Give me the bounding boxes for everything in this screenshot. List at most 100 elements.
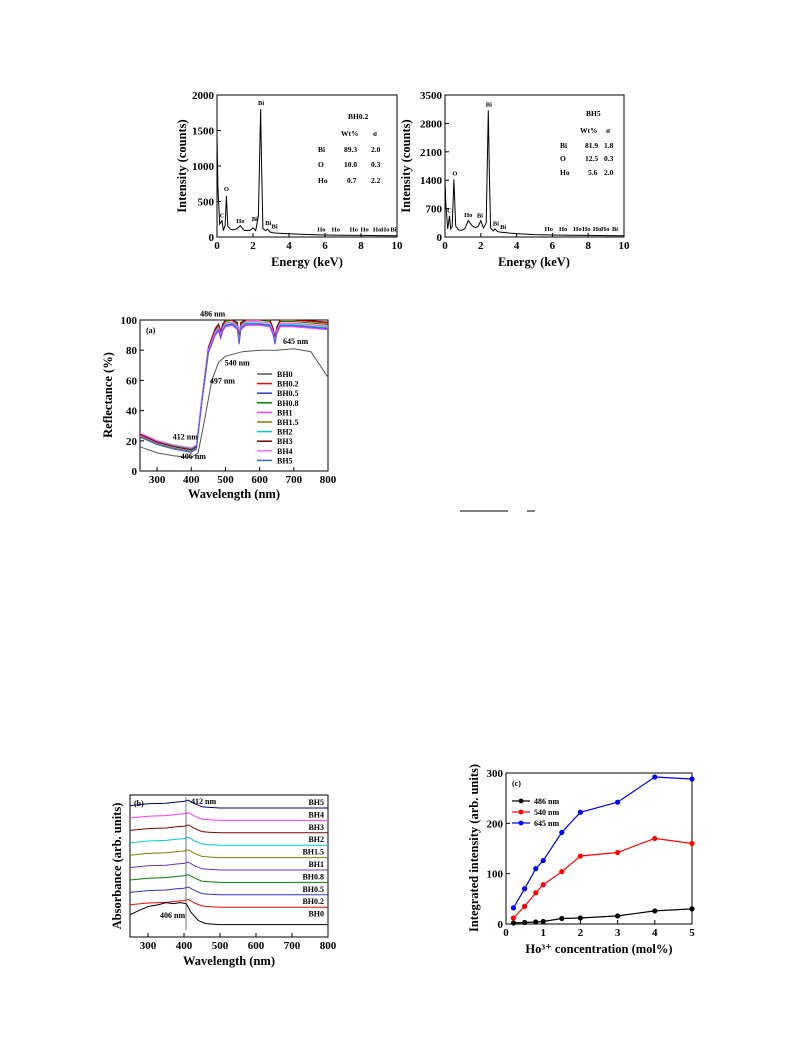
- reflectance-plot-frame: [139, 319, 329, 472]
- reflectance-series-line: [139, 323, 329, 452]
- reflectance-xtick-label: 600: [251, 474, 268, 486]
- reflectance-annotation: 412 nm: [173, 432, 198, 441]
- eds-bh5-peak-label: Ho: [464, 212, 472, 219]
- integrated-data-point: [689, 840, 695, 847]
- reflectance-legend-entry: BH0: [277, 370, 293, 379]
- eds-bh02-peak-label: Bi: [390, 226, 396, 233]
- integrated-data-point: [540, 918, 546, 925]
- integrated-xtick-label: 0: [503, 927, 509, 939]
- integrated-ytick-label: 300: [487, 768, 504, 780]
- absorbance-xtick-label: 400: [176, 940, 193, 952]
- reflectance-legend-entry: BH1.5: [277, 418, 299, 427]
- absorbance-series-label: BH1.5: [302, 848, 324, 857]
- integrated-data-point: [689, 776, 695, 782]
- eds-bh5-table-h1: Wt%: [580, 126, 598, 135]
- eds-bh5-table: BH5 Wt% σ Bi 81.9 1.8 O 12.5 0.3 Ho 5.6 …: [560, 109, 614, 177]
- reflectance-series-line: [139, 324, 329, 451]
- absorbance-series-label: BH0: [308, 910, 324, 919]
- eds-bh02-peak-label: Bi: [272, 224, 278, 231]
- absorbance-series-line: [129, 836, 328, 846]
- eds-bh5-spectrum: [444, 110, 625, 237]
- integrated-series-line: [512, 776, 693, 909]
- integrated-data-point: [510, 920, 517, 926]
- eds-bh5-table-r1c2: 0.3: [604, 154, 614, 163]
- reflectance-ytick-label: 0: [132, 466, 138, 478]
- absorbance-series-label: BH0.5: [302, 885, 324, 894]
- integrated-xtick-label: 1: [540, 927, 546, 939]
- integrated-data-point: [559, 829, 565, 835]
- reflectance-panel-label: (a): [146, 326, 156, 335]
- absorbance-ticks: [147, 933, 329, 937]
- integrated-ylabel: Integrated intensity (arb. units): [467, 764, 481, 932]
- integrated-panel-label: (c): [512, 779, 521, 788]
- absorbance-series-label: BH0.2: [302, 897, 324, 906]
- absorbance-panel-label: (b): [134, 799, 144, 808]
- reflectance-xtick-label: 400: [183, 474, 200, 486]
- eds-bh02-peak-label: Bi: [258, 100, 264, 107]
- reflectance-series-line: [139, 320, 329, 449]
- integrated-series-line: [512, 837, 693, 919]
- eds-bh5-ytick-label: 2800: [420, 118, 443, 130]
- reflectance-legend-entry: BH3: [277, 437, 293, 446]
- absorbance-labels: BH5 BH4 BH3 BH2 BH1.5 BH1 BH0.8 BH0.5 BH0.2 BH0: [302, 798, 324, 919]
- reflectance-ytick-label: 100: [121, 315, 138, 327]
- eds-bh5-peak-label: Bi: [486, 101, 492, 108]
- eds-bh5-peak-label: O: [452, 170, 457, 177]
- eds-bh5-ytick-label: 700: [426, 204, 443, 216]
- eds-bh02-ytick-label: 0: [209, 232, 215, 244]
- integrated-data-point: [577, 915, 584, 921]
- eds-bh02-peak-label: Ho: [332, 226, 340, 233]
- integrated-data-point: [533, 890, 539, 896]
- eds-bh5-peak-label: Ho: [573, 226, 581, 233]
- reflectance-lines: [139, 319, 329, 458]
- absorbance-series-label: BH0.8: [302, 872, 324, 881]
- integrated-data-point: [559, 869, 565, 875]
- absorbance-series-label: BH5: [308, 798, 324, 807]
- eds-bh02-ticklabels: 0 2 4 6 8 10 0 500 1000 1500 2000: [192, 90, 403, 252]
- absorbance-series-label: BH4: [308, 810, 324, 819]
- eds-bh02-table-r0c2: 2.0: [371, 145, 381, 154]
- integrated-data-point: [522, 886, 528, 892]
- eds-bh02-table-sample: BH0.2: [348, 112, 368, 121]
- eds-bh02-table-r2c2: 2.2: [371, 176, 381, 185]
- eds-bh02-peak-label: Bi: [265, 220, 271, 227]
- integrated-data-point: [540, 857, 546, 864]
- eds-bh5-ticklabels: 0 2 4 6 8 10 0 700 1400 2100 2800 3500: [420, 90, 630, 252]
- eds-bh5-xtick-label: 2: [478, 240, 484, 252]
- absorbance-series-label: BH2: [308, 835, 324, 844]
- eds-bh02-table-r0c0: Bi: [318, 145, 325, 154]
- reflectance-annotation: 486 nm: [200, 310, 225, 319]
- eds-bh5-table-r2c0: Ho: [560, 168, 570, 177]
- integrated-data-point: [540, 882, 546, 888]
- eds-bh02-xtick-label: 8: [358, 240, 364, 252]
- absorbance-xtick-label: 500: [212, 940, 229, 952]
- reflectance-legend-entry: BH0.8: [277, 399, 299, 408]
- eds-bh02-table-r2c0: Ho: [318, 176, 328, 185]
- eds-bh5-peak-label: Ho: [559, 226, 567, 233]
- integrated-data-point: [522, 919, 528, 926]
- absorbance-xtick-label: 600: [248, 940, 265, 952]
- integrated-xtick-label: 2: [578, 927, 584, 939]
- reflectance-legend-entry: BH0.5: [277, 389, 299, 398]
- eds-bh02-table-h2: σ: [373, 129, 378, 138]
- eds-bh5-ytick-label: 3500: [420, 90, 443, 102]
- eds-bh5-ylabel: Intensity (counts): [399, 119, 413, 212]
- reflectance-xtick-label: 500: [217, 474, 234, 486]
- reflectance-ticks: [140, 319, 329, 472]
- reflectance-ytick-label: 60: [126, 375, 138, 387]
- integrated-data-point: [510, 915, 517, 921]
- eds-bh5-table-h2: σ: [606, 126, 611, 135]
- eds-bh5-plot-frame: [444, 94, 625, 238]
- eds-bh5-xtick-label: 8: [585, 240, 591, 252]
- reflectance-ytick-label: 80: [126, 345, 138, 357]
- integrated-data-point: [652, 908, 658, 914]
- eds-bh02-peak-label: Ho: [236, 218, 244, 225]
- integrated-legend-entry: 540 nm: [534, 808, 559, 817]
- reflectance-series-line: [139, 319, 329, 450]
- eds-bh5-table-r0c2: 1.8: [604, 141, 614, 150]
- eds-bh5-peak-label: Bi: [493, 221, 499, 228]
